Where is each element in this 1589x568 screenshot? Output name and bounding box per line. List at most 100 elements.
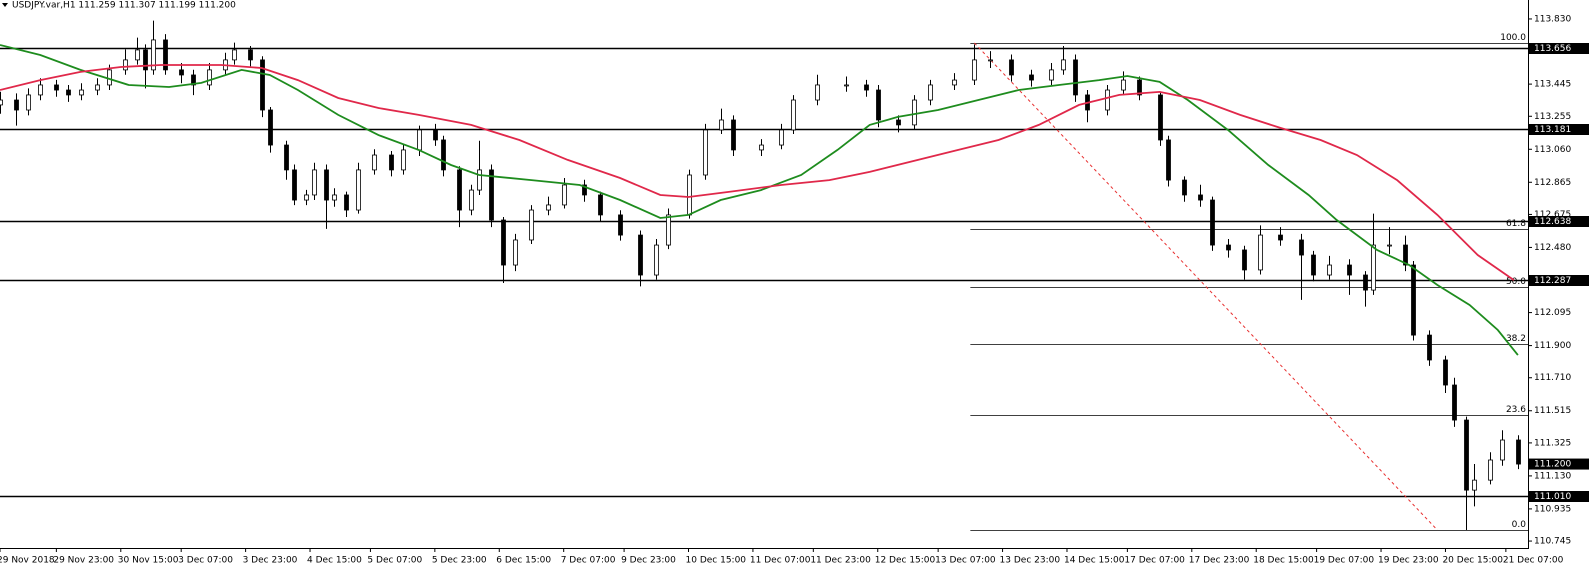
x-tick-label: 17 Dec 07:00 [1124,556,1185,566]
candle-body [1137,79,1142,96]
candle-body [1182,179,1187,196]
candle-body [1210,199,1215,246]
candle-body [952,79,957,86]
x-tick-label: 19 Dec 23:00 [1378,556,1439,566]
candle-body [562,184,567,206]
candle-body [791,99,796,131]
y-tick-label: 110.935 [1534,504,1571,514]
x-tick-label: 20 Dec 15:00 [1442,556,1503,566]
candles [0,20,1521,531]
candle-body [731,119,736,151]
y-tick-label: 111.325 [1534,438,1571,448]
candle-body [123,59,128,71]
candle-body [501,219,506,266]
y-tick-label: 113.830 [1534,14,1571,24]
x-tick-label: 19 Dec 07:00 [1314,556,1375,566]
candle-body [1311,254,1316,276]
x-tick-label: 12 Dec 15:00 [875,556,936,566]
x-tick-label: 4 Dec 15:00 [307,556,362,566]
candle-body [666,214,671,246]
moving-averages [0,44,1519,356]
chart-title: USDJPY.var,H1 111.259 111.307 111.199 11… [12,1,236,11]
x-tick-label: 7 Dec 07:00 [561,556,616,566]
candle-body [401,149,406,171]
candle-body [1073,59,1078,96]
candle-body [26,94,31,111]
candle-body [1278,234,1283,241]
candle-body [1121,79,1126,91]
x-tick-label: 14 Dec 15:00 [1064,556,1125,566]
candle-body [1403,244,1408,266]
candle-body [703,129,708,176]
y-tick-label: 112.095 [1534,308,1571,318]
x-tick-label: 30 Nov 15:00 [118,556,179,566]
level-label: 113.656 [1534,44,1571,54]
candle-body [815,84,820,101]
y-tick-label: 112.675 [1534,210,1571,220]
candle-body [332,194,337,201]
candle-body [469,189,474,211]
y-tick-label: 113.445 [1534,80,1571,90]
candle-body [389,154,394,171]
candle-body [324,169,329,201]
x-tick-label: 3 Dec 07:00 [178,556,233,566]
candle-body [759,144,764,151]
candle-body [1443,359,1448,386]
candle-body [54,84,59,91]
candle-body [433,129,438,141]
candle-body [489,169,494,221]
x-tick-label: 21 Dec 07:00 [1503,556,1564,566]
candle-body [687,174,692,216]
candle-body [896,119,901,126]
candle-body [1158,94,1163,141]
fib-label: 50.0 [1506,277,1526,287]
candle-body [1327,264,1332,276]
moving-average [0,44,1519,356]
candle-body [928,84,933,101]
candle-body [1242,249,1247,271]
candle-body [441,139,446,171]
x-tick-label: 9 Dec 23:00 [621,556,676,566]
candle-body [135,49,140,61]
candle-body [179,69,184,76]
labels: 113.656 113.181 112.638 112.287 111.010 111.2… [1529,43,1589,502]
candle-body [151,39,156,71]
y-tick-label: 112.865 [1534,178,1571,188]
candle-body [79,89,84,96]
fib-label: 100.0 [1500,33,1526,43]
candle-body [1105,89,1110,111]
candle-body [1198,194,1203,201]
candle-body [1516,439,1521,465]
y-tick-label: 113.060 [1534,145,1571,155]
fib-label: 0.0 [1512,520,1527,530]
fib-label: 23.6 [1506,405,1526,415]
last-price-box [1529,458,1589,470]
candle-body [66,89,71,96]
candle-body [1258,234,1263,271]
candle-body [312,169,317,196]
moving-average [0,64,1515,281]
candle-body [95,84,100,91]
level-label: 112.287 [1534,276,1571,286]
candle-body [457,169,462,211]
candle-body [1226,244,1231,251]
last-price-label: 111.200 [1534,460,1571,470]
candle-body [1363,274,1368,291]
x-tick-label: 5 Dec 07:00 [367,556,422,566]
x-tick-label: 11 Dec 07:00 [750,556,811,566]
x-tick-label: 13 Dec 07:00 [935,556,996,566]
x-tick-label: 5 Dec 23:00 [432,556,487,566]
candle-body [912,99,917,126]
candle-body [143,49,148,71]
candle-body [344,194,349,211]
level-label-box [1529,43,1589,54]
x-tick-label: 29 Nov 2018 [0,556,55,566]
candle-body [1009,59,1014,76]
candle-body [191,74,196,86]
candle-body [719,119,724,131]
candle-body [372,154,377,171]
candle-body [864,84,869,91]
x-tick-label: 13 Dec 23:00 [1000,556,1061,566]
